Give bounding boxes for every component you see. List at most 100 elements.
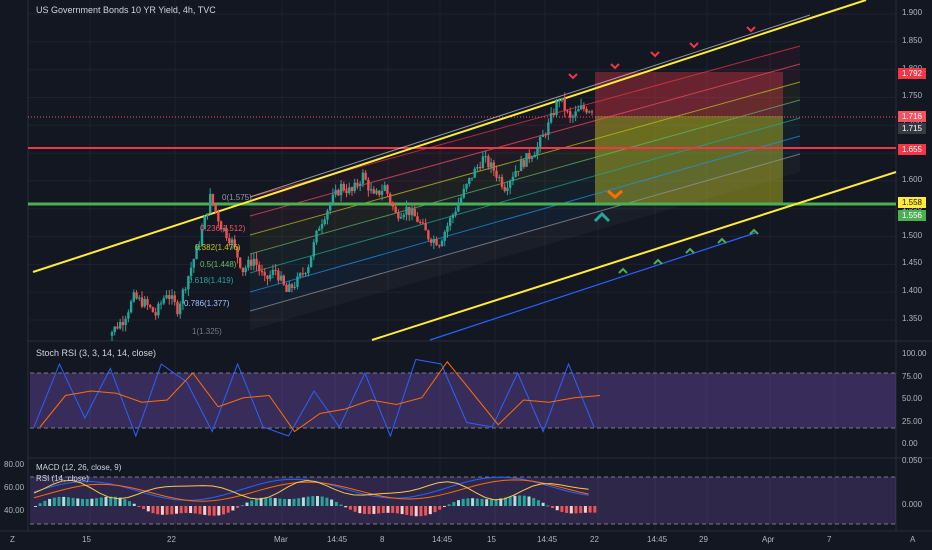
time-tick: 29 — [699, 535, 708, 544]
candle-body — [563, 98, 566, 111]
macd-tick: 0.000 — [902, 500, 923, 509]
macd-histogram-bar — [574, 506, 578, 514]
macd-histogram-bar — [414, 506, 418, 517]
candle-body — [367, 179, 370, 191]
macd-histogram-bar — [113, 496, 117, 506]
price-tag: 1.558 — [898, 197, 926, 208]
candle-body — [506, 187, 509, 192]
candle-body — [438, 245, 441, 247]
candle-body — [585, 108, 588, 113]
fan-line — [249, 153, 801, 312]
stoch-tick: 50.00 — [902, 394, 923, 403]
macd-histogram-bar — [104, 496, 108, 506]
macd-histogram-bar — [217, 506, 221, 516]
candle-body — [339, 183, 343, 196]
candle-body — [328, 203, 332, 211]
candle-body — [588, 111, 591, 113]
auto-scale-button[interactable]: A — [910, 535, 916, 544]
candle-body — [495, 170, 498, 178]
timezone-label[interactable]: Z — [10, 535, 15, 544]
candle-body — [528, 153, 531, 159]
candle-body — [268, 274, 272, 279]
macd-histogram-bar — [527, 496, 531, 506]
macd-histogram-bar — [372, 506, 376, 514]
candle-body — [443, 231, 446, 241]
candle-body — [170, 295, 174, 299]
time-tick: 15 — [487, 535, 496, 544]
price-tick: 1.500 — [902, 230, 923, 240]
candle-body — [448, 217, 452, 226]
candle-body — [418, 221, 422, 223]
macd-histogram-bar — [419, 506, 423, 517]
macd-histogram-bar — [123, 499, 127, 506]
macd-histogram-bar — [306, 496, 310, 506]
candle-body — [348, 187, 351, 194]
buy-marker — [685, 247, 695, 254]
macd-histogram-bar — [316, 496, 319, 506]
macd-histogram-bar — [480, 498, 484, 506]
candle-body — [301, 273, 305, 275]
candle-body — [498, 177, 501, 179]
lower-channel-line[interactable] — [371, 171, 897, 341]
candle-body — [454, 211, 457, 215]
candle-body — [541, 134, 545, 137]
macd-histogram-bar — [165, 506, 169, 515]
macd-histogram-bar — [212, 506, 216, 516]
rsi-line — [33, 479, 589, 501]
candle-body — [383, 185, 386, 191]
macd-histogram-bar — [85, 498, 89, 506]
macd-histogram-bar — [504, 497, 507, 506]
candle-body — [296, 276, 299, 287]
macd-histogram-bar — [128, 501, 131, 506]
candle-body — [478, 167, 482, 169]
candle-body — [476, 167, 479, 169]
candle-body — [274, 269, 277, 271]
time-tick: 14:45 — [432, 535, 453, 544]
candle-body — [206, 213, 209, 217]
candle-body — [143, 299, 146, 307]
sell-marker — [689, 42, 699, 49]
candle-body — [468, 178, 471, 184]
candle-body — [219, 221, 223, 230]
macd-histogram-bar — [222, 506, 225, 515]
candle-body — [214, 204, 217, 212]
candle-body — [574, 111, 577, 117]
macd-histogram-bar — [367, 506, 371, 515]
macd-histogram-bar — [344, 506, 348, 508]
macd-histogram-bar — [466, 498, 470, 506]
candle-body — [358, 183, 362, 186]
fib-label: 0.786(1.377) — [184, 299, 230, 308]
candle-body — [181, 289, 185, 304]
buy-marker — [618, 267, 628, 274]
time-tick: 8 — [380, 535, 385, 544]
candle-body — [124, 318, 127, 326]
sell-marker — [746, 26, 756, 33]
price-tag: 1.716 — [898, 111, 926, 122]
candle-body — [326, 210, 329, 220]
macd-histogram-bar — [269, 497, 272, 506]
buy-marker — [749, 228, 759, 235]
price-tick: 1.850 — [902, 35, 923, 45]
time-tick: 14:45 — [327, 535, 348, 544]
macd-histogram-bar — [475, 498, 479, 506]
fib-label: 0.382(1.476) — [195, 243, 241, 252]
candle-body — [154, 312, 157, 316]
macd-histogram-bar — [278, 498, 282, 506]
candle-body — [508, 180, 512, 188]
macd-histogram-bar — [452, 502, 456, 506]
candle-body — [298, 273, 302, 277]
macd-histogram-bar — [395, 506, 399, 514]
candle-body — [228, 238, 231, 244]
candle-body — [337, 189, 340, 196]
macd-histogram-bar — [151, 506, 155, 514]
candle-body — [451, 214, 455, 218]
macd-histogram-bar — [438, 506, 442, 510]
candle-body — [309, 256, 313, 268]
upper-channel-line[interactable] — [32, 0, 867, 273]
macd-histogram-bar — [231, 506, 235, 511]
stoch-tick: 100.00 — [902, 349, 927, 358]
fan-band — [250, 100, 800, 273]
candle-body — [173, 295, 176, 302]
macd-histogram-bar — [579, 506, 583, 514]
